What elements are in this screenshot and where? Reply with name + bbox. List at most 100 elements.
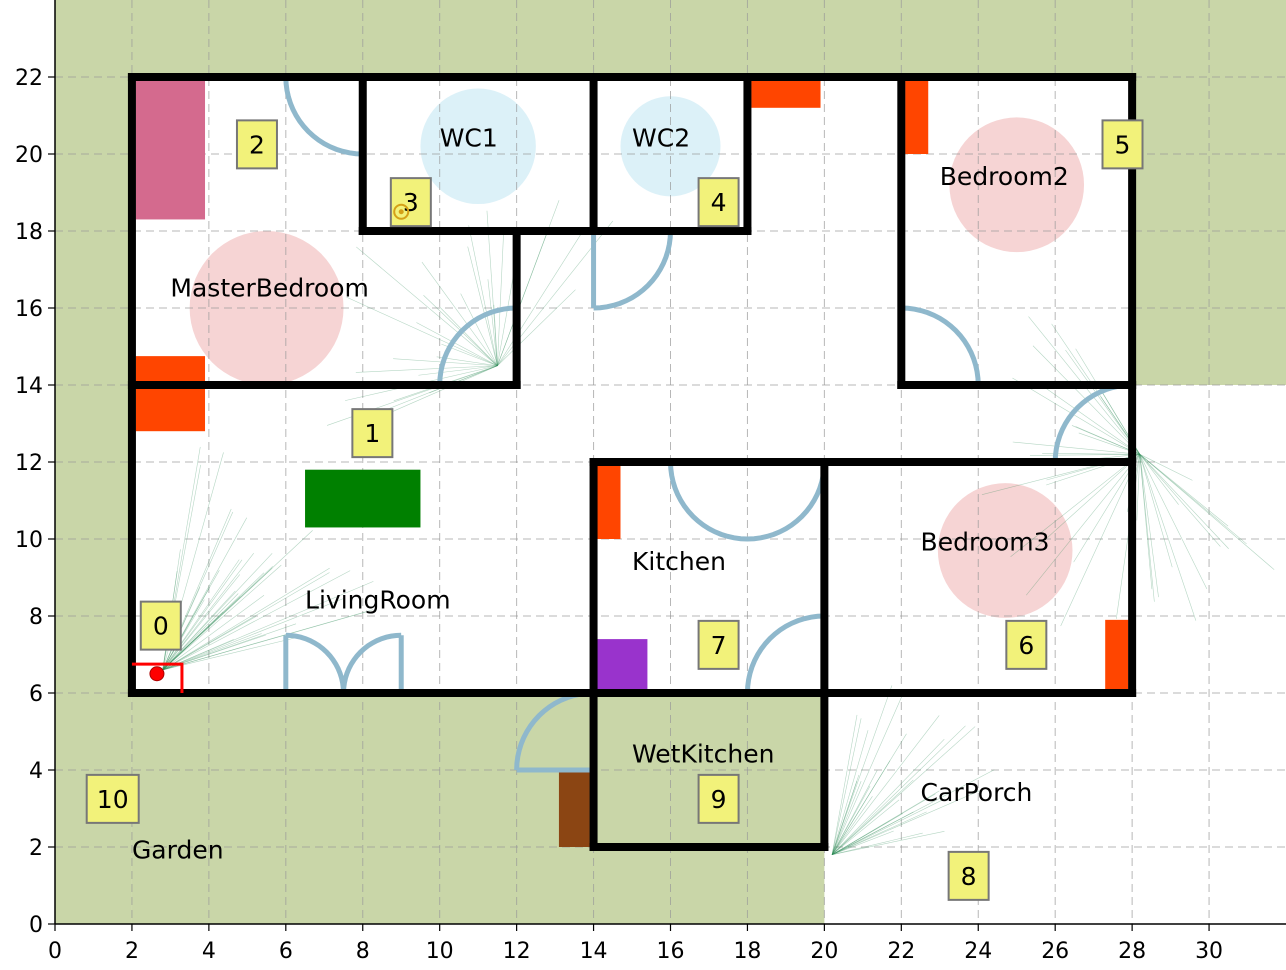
sensor-ray — [1139, 454, 1155, 602]
sensor-ray — [1012, 377, 1140, 455]
y-tick-label: 20 — [15, 143, 43, 168]
sensor-ray — [831, 774, 860, 855]
sensor-ray — [162, 587, 210, 671]
sensor-ray — [162, 572, 330, 671]
y-tick-label: 0 — [29, 913, 43, 938]
room-zone-wc1 — [420, 88, 536, 205]
sensor-ray — [831, 830, 894, 855]
appliance — [597, 639, 648, 690]
y-tick-label: 2 — [29, 836, 43, 861]
door-swing — [285, 632, 347, 694]
sensor-ray — [1042, 453, 1140, 455]
y-tick-label: 22 — [15, 66, 43, 91]
sensor-ray — [497, 289, 576, 366]
sensor-ray — [162, 530, 313, 671]
sensor-ray — [1136, 454, 1141, 521]
room-zone-bedroom2 — [949, 117, 1085, 253]
outdoor-areas — [55, 0, 1286, 924]
sensor-ray — [1060, 454, 1141, 627]
sensor-rays — [162, 200, 1275, 855]
sensor-ray — [831, 760, 891, 855]
sensor-ray — [497, 233, 582, 366]
door-swing — [901, 305, 981, 386]
sensor-ray — [1051, 323, 1141, 455]
sofa — [305, 469, 421, 528]
x-tick-label: 4 — [202, 939, 216, 964]
sensor-ray — [460, 293, 498, 366]
marker-label: 0 — [153, 612, 169, 641]
sensor-ray — [1139, 454, 1208, 590]
sensor-ray — [831, 798, 945, 855]
room-label-livingroom: LivingRoom — [305, 585, 451, 614]
sensor-ray — [831, 793, 936, 855]
room-label-masterbedroom: MasterBedroom — [170, 273, 368, 302]
sensor-ray — [497, 266, 516, 366]
marker-label: 3 — [403, 188, 419, 217]
sensor-ray — [831, 780, 858, 855]
outdoor-right — [1132, 77, 1286, 385]
sensor-ray — [831, 796, 873, 855]
x-tick-label: 0 — [48, 939, 62, 964]
x-tick-label: 24 — [964, 939, 992, 964]
sensor-ray — [1139, 454, 1229, 527]
target-icon — [393, 203, 410, 220]
sensor-ray — [831, 714, 858, 855]
sensor-ray — [162, 637, 295, 671]
sensor-ray — [162, 623, 297, 671]
sensor-ray — [831, 790, 940, 855]
door-swing — [437, 305, 517, 386]
marker-box — [697, 177, 740, 228]
sensor-ray — [831, 718, 862, 855]
sensor-ray — [831, 779, 914, 855]
furniture — [135, 80, 1129, 847]
marker-label: 1 — [364, 419, 380, 448]
sensor-ray — [418, 365, 498, 376]
marker-box — [947, 850, 990, 901]
waypoint-markers: 0 1 2 3 4 5 6 7 8 9 10 — [85, 119, 1144, 901]
room-label-wetkitchen: WetKitchen — [632, 739, 774, 768]
y-tick-label: 10 — [15, 528, 43, 553]
marker-label: 9 — [711, 785, 727, 814]
x-tick-label: 26 — [1041, 939, 1069, 964]
room-label-wc1: WC1 — [440, 123, 498, 152]
sensor-ray — [467, 246, 498, 366]
sensor-ray — [162, 567, 330, 671]
room-label-bedroom3: Bedroom3 — [921, 528, 1050, 557]
sensor-ray — [831, 726, 976, 855]
sensor-ray — [1139, 454, 1173, 568]
sensor-ray — [831, 780, 862, 855]
sensor-ray — [493, 304, 498, 366]
sensor-ray — [831, 769, 995, 855]
marker-box — [351, 408, 394, 459]
sensor-ray — [1139, 454, 1247, 545]
sensor-ray — [831, 811, 914, 855]
sensor-ray — [162, 593, 239, 671]
sensor-ray — [162, 609, 374, 671]
outdoor-top — [55, 0, 1286, 77]
room-label-carporch: CarPorch — [921, 778, 1033, 807]
sensor-ray — [162, 616, 257, 671]
marker-box — [1005, 619, 1048, 670]
sensor-ray — [162, 570, 220, 671]
sensor-ray — [831, 692, 904, 855]
sensor-ray — [1034, 454, 1141, 549]
sensor-ray — [1139, 454, 1221, 547]
marker-label: 7 — [711, 631, 727, 660]
sensor-ray — [831, 787, 987, 855]
radiator — [751, 80, 821, 108]
robot — [131, 203, 410, 693]
x-tick-label: 20 — [810, 939, 838, 964]
sensor-ray — [1039, 383, 1140, 455]
sensor-ray — [1139, 454, 1197, 621]
sensor-ray — [832, 831, 945, 855]
sensor-ray — [1010, 454, 1141, 557]
y-tick-label: 8 — [29, 605, 43, 630]
radiator — [597, 465, 621, 539]
sensor-ray — [162, 594, 265, 671]
room-label-kitchen: Kitchen — [632, 547, 726, 576]
sensor-ray — [162, 574, 241, 671]
door-swing — [744, 613, 825, 694]
room-label-bedroom2: Bedroom2 — [940, 162, 1069, 191]
y-tick-label: 16 — [15, 297, 43, 322]
